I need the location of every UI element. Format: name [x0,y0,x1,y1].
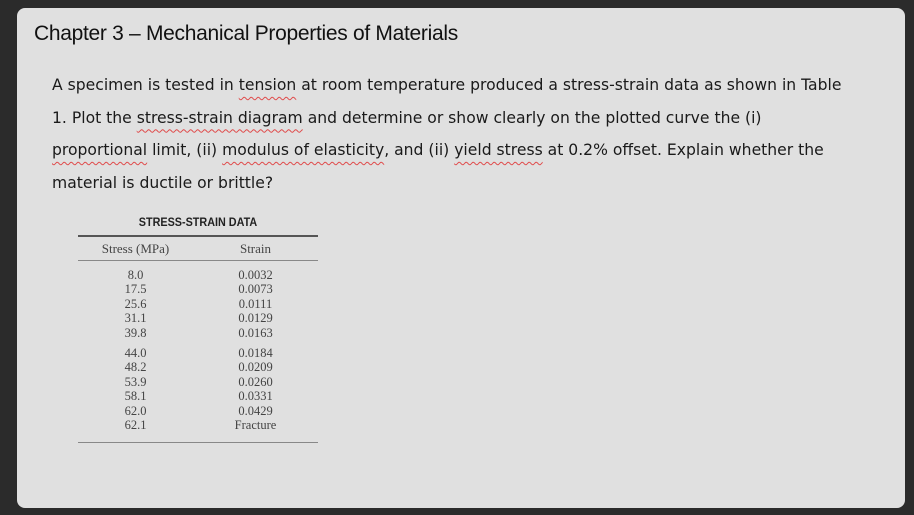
problem-text: A specimen is tested in [52,76,239,94]
strain-cell: 0.0111 [238,296,273,311]
stress-cell: 53.9 [124,374,147,389]
table-row: 44.0 0.0184 [78,346,318,360]
table-row: 8.0 0.0032 [78,268,318,282]
strain-cell: 0.0163 [238,325,273,340]
spellcheck-flagged-text: tension [238,76,297,94]
chapter-title: Chapter 3 – Mechanical Properties of Mat… [34,22,458,45]
stress-cell: 62.1 [124,417,147,432]
stress-cell: 39.8 [124,325,147,340]
problem-text: limit, (ii) [147,141,223,159]
header-stress: Stress (MPa) [101,241,170,256]
stress-cell: 62.0 [124,403,147,418]
table-row: 31.1 0.0129 [78,311,318,325]
table-header-rule [78,260,318,261]
stress-cell: 8.0 [127,268,144,282]
spellcheck-flagged-text: modulus of elasticity [222,141,385,159]
table-top-rule [78,235,318,237]
stress-cell: 58.1 [124,389,147,404]
table-title: STRESS-STRAIN DATA [138,215,258,229]
spellcheck-flagged-text: proportional [52,141,148,159]
problem-text: at 0.2% offset. Explain whether the mate… [52,141,824,192]
stress-cell: 31.1 [124,311,147,326]
table-body: 8.0 0.0032 17.5 0.0073 25.6 0.0111 31.1 0.0129 3… [78,261,318,442]
problem-text: and determine or show clearly on the plo… [302,108,762,127]
problem-text: , and (ii) [384,141,455,159]
stress-cell: 25.6 [124,296,147,311]
table-row: 48.2 0.0209 [78,360,318,374]
table-row: 25.6 0.0111 [78,297,318,311]
spellcheck-flagged-text: yield stress [454,141,543,159]
problem-text: at room temperature produced a stress-st… [52,76,842,127]
stress-strain-table: STRESS-STRAIN DATA Stress (MPa) Strain 8… [78,208,318,444]
table-header: Stress (MPa) Strain [78,237,318,260]
table-row: 58.1 0.0331 [78,389,318,403]
strain-cell: 0.0209 [238,360,273,375]
table-row: 53.9 0.0260 [78,375,318,389]
strain-cell: 0.0429 [238,403,273,418]
stress-cell: 17.5 [124,282,147,297]
strain-cell: 0.0260 [238,374,273,389]
spellcheck-flagged-text: stress-strain diagram [136,108,303,127]
table-row: 39.8 0.0163 [78,326,318,340]
document-panel: Chapter 3 – Mechanical Properties of Mat… [17,8,905,508]
table-row: 62.0 0.0429 [78,404,318,418]
strain-cell: Fracture [234,417,277,432]
stress-cell: 48.2 [124,360,147,375]
stress-cell: 44.0 [124,345,147,360]
strain-cell: 0.0129 [238,311,273,326]
table-row: 17.5 0.0073 [78,282,318,296]
strain-cell: 0.0073 [238,282,273,297]
table-row: 62.1 Fracture [78,418,318,432]
problem-statement: A specimen is tested in tension at room … [52,69,842,199]
header-strain: Strain [239,241,272,256]
table-bottom-rule [78,442,318,444]
strain-cell: 0.0032 [238,268,273,282]
strain-cell: 0.0184 [238,345,273,360]
strain-cell: 0.0331 [238,389,273,404]
